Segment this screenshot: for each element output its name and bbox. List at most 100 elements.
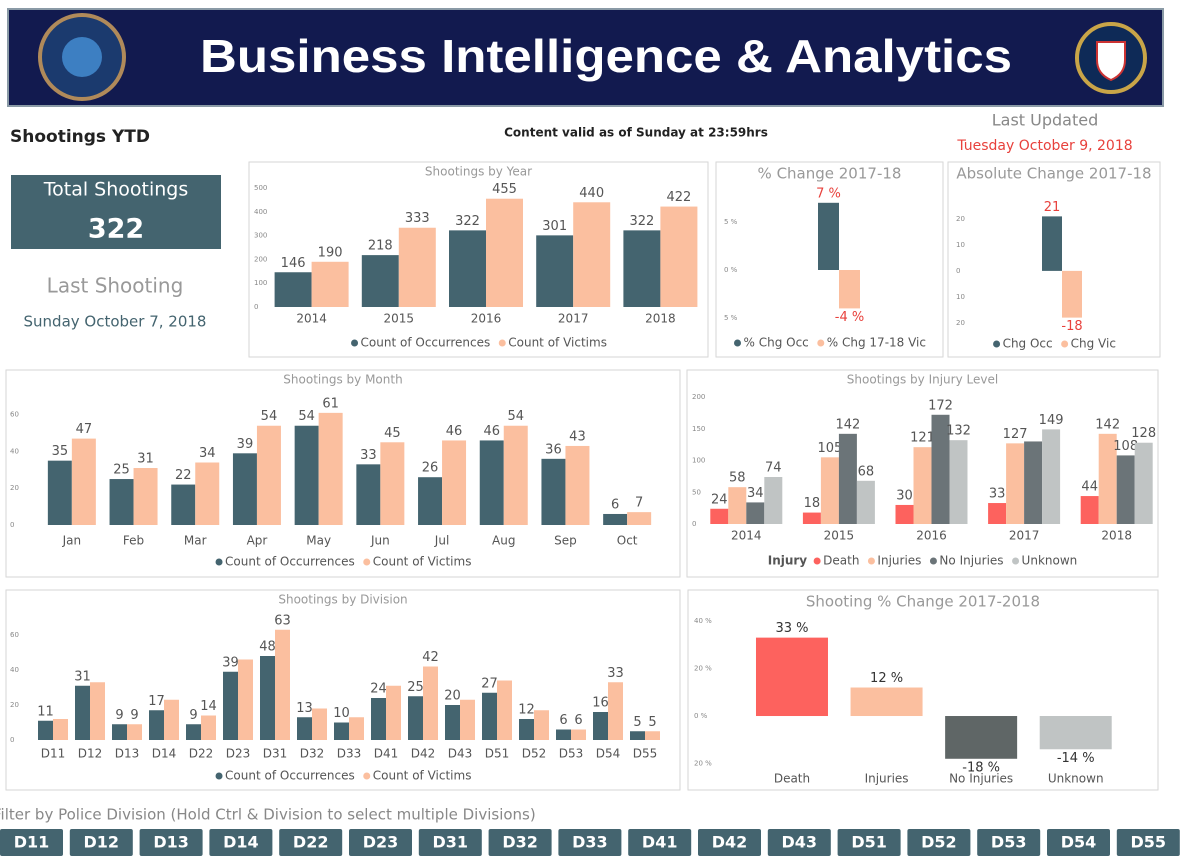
button-background[interactable] [488, 829, 552, 856]
button-background[interactable] [69, 829, 133, 856]
button-background[interactable] [1116, 829, 1180, 856]
button-label[interactable]: D23 [363, 833, 399, 852]
bar [931, 414, 950, 524]
button-label[interactable]: D32 [502, 833, 538, 852]
chart-title: Absolute Change 2017-18 [956, 165, 1151, 183]
division-button[interactable]: D31 [418, 829, 482, 856]
chart-title: Shootings by Year [425, 165, 532, 179]
y-tick-label: 40 [10, 447, 19, 455]
button-background[interactable] [558, 829, 622, 856]
division-button[interactable]: D55 [1116, 829, 1180, 856]
button-background[interactable] [1047, 829, 1110, 856]
button-background[interactable] [977, 829, 1041, 856]
division-button[interactable]: D43 [767, 829, 831, 856]
y-tick-label: 40 [10, 666, 19, 674]
x-tick-label: 2017 [1009, 529, 1040, 543]
button-background[interactable] [907, 829, 971, 856]
bar [534, 710, 549, 740]
button-label[interactable]: D52 [921, 833, 957, 852]
button-background[interactable] [279, 829, 343, 856]
button-label[interactable]: D13 [153, 833, 189, 852]
y-tick-label: 20 % [694, 665, 712, 673]
button-label[interactable]: D51 [851, 833, 887, 852]
division-button[interactable]: D11 [0, 829, 63, 856]
bar [603, 513, 628, 525]
x-tick-label: D52 [522, 747, 547, 761]
button-label[interactable]: D22 [293, 833, 329, 852]
button-label[interactable]: D55 [1131, 833, 1167, 852]
division-button[interactable]: D33 [558, 829, 622, 856]
data-label: 218 [368, 239, 393, 254]
data-label: 39 [237, 437, 254, 452]
header-banner [7, 8, 1164, 107]
x-tick-label: D13 [115, 747, 140, 761]
bar [746, 502, 765, 524]
button-background[interactable] [628, 829, 692, 856]
data-label: 142 [835, 417, 860, 432]
data-label: 422 [666, 190, 691, 205]
data-label: 190 [318, 245, 343, 260]
legend-marker [993, 340, 1001, 348]
y-tick-label: 200 [254, 255, 267, 263]
bar [802, 512, 821, 524]
division-button[interactable]: D12 [69, 829, 133, 856]
data-label: 39 [222, 655, 239, 670]
bar [260, 656, 275, 740]
division-button[interactable]: D54 [1047, 829, 1110, 856]
data-label: 68 [858, 464, 875, 479]
division-button[interactable]: D23 [349, 829, 412, 856]
bar [913, 447, 932, 524]
bar [311, 261, 349, 307]
bar [71, 438, 96, 525]
button-label[interactable]: D31 [433, 833, 469, 852]
legend-label: Count of Occurrences [361, 336, 491, 350]
button-label[interactable]: D33 [572, 833, 608, 852]
data-label: 74 [765, 461, 782, 476]
button-label[interactable]: D11 [14, 833, 50, 852]
chart-panel: Shootings by Month 0 20 40 60 Jan 35 47 Feb 25 31 M… [5, 369, 681, 578]
division-button[interactable]: D52 [907, 829, 971, 856]
division-button[interactable]: D13 [139, 829, 203, 856]
button-label[interactable]: D42 [712, 833, 748, 852]
data-label: 25 [407, 680, 424, 695]
legend-marker [351, 339, 359, 347]
legend-label: Chg Occ [1003, 337, 1053, 351]
bar [356, 464, 381, 525]
division-button[interactable]: D14 [209, 829, 273, 856]
division-button[interactable]: D42 [698, 829, 761, 856]
y-tick-label: 0 [254, 303, 258, 311]
button-background[interactable] [767, 829, 831, 856]
last-updated-date: Tuesday October 9, 2018 [956, 138, 1132, 154]
division-button[interactable]: D53 [977, 829, 1041, 856]
bar [47, 460, 72, 525]
button-background[interactable] [0, 829, 63, 856]
data-label: 9 [130, 708, 138, 723]
bar [398, 227, 436, 307]
data-label: 20 [444, 689, 461, 704]
division-button[interactable]: D51 [837, 829, 901, 856]
button-label[interactable]: D53 [991, 833, 1027, 852]
division-button[interactable]: D22 [279, 829, 343, 856]
data-label: 301 [542, 219, 567, 234]
data-label: 322 [629, 214, 654, 229]
legend: % Chg Occ % Chg 17-18 Vic [734, 336, 926, 350]
button-label[interactable]: D43 [782, 833, 818, 852]
bar [195, 462, 220, 525]
x-tick-label: Jan [62, 534, 82, 548]
y-tick-label: 20 [10, 701, 19, 709]
division-button[interactable]: D32 [488, 829, 552, 856]
button-background[interactable] [418, 829, 482, 856]
button-label[interactable]: D14 [223, 833, 259, 852]
button-background[interactable] [698, 829, 761, 856]
button-label[interactable]: D12 [84, 833, 120, 852]
button-background[interactable] [837, 829, 901, 856]
button-background[interactable] [349, 829, 412, 856]
bar [371, 698, 386, 740]
division-button[interactable]: D41 [628, 829, 692, 856]
bar [660, 206, 698, 307]
button-background[interactable] [139, 829, 203, 856]
button-background[interactable] [209, 829, 273, 856]
button-label[interactable]: D41 [642, 833, 678, 852]
x-tick-label: Death [774, 772, 810, 786]
button-label[interactable]: D54 [1061, 833, 1097, 852]
